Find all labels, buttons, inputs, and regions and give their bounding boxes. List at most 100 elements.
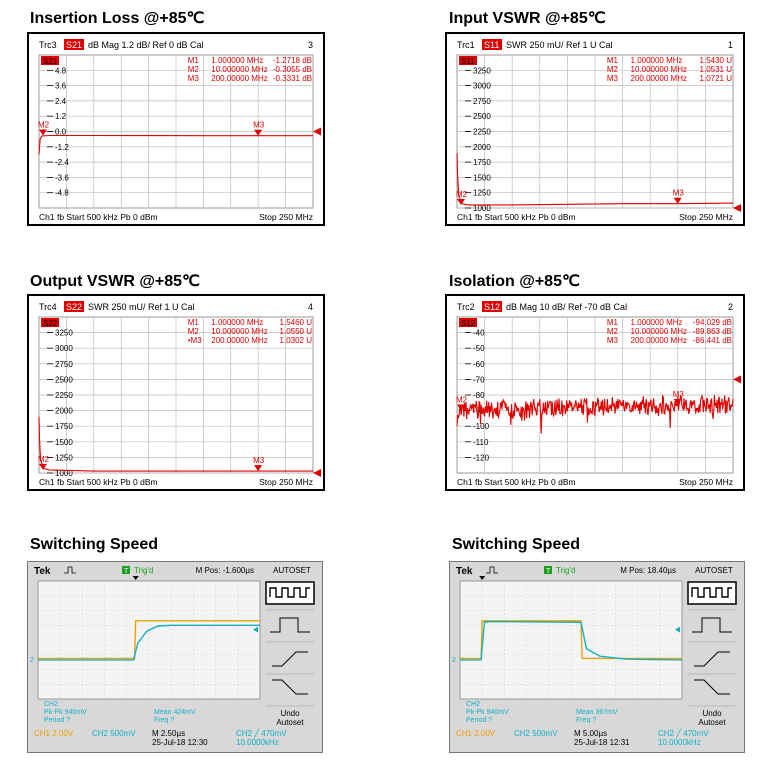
- trace-label: Trc2: [457, 302, 475, 312]
- marker-triangle: [673, 398, 682, 405]
- ref-level-arrow: [313, 127, 321, 136]
- trace-number: 4: [308, 302, 313, 312]
- rising-edge-icon: [694, 651, 730, 667]
- trigger-setting: CH2 ╱ 470mV: [236, 728, 287, 738]
- marker-table-freq: 10.000000 MHz: [211, 327, 267, 336]
- ch2-ground-marker: 2: [452, 657, 456, 664]
- trace-line: [456, 394, 734, 434]
- marker-table-name: M3: [607, 336, 619, 345]
- y-tick-label: 3250: [55, 329, 73, 338]
- ch1-trace: [460, 620, 682, 660]
- vna-panel-input-vswr: Trc1 S11 SWR 250 mU/ Ref 1 U Cal 1 3250 3000 2…: [445, 32, 745, 226]
- measurement-ch2: Pk-Pk 940mV: [466, 709, 509, 716]
- trace-number: 1: [728, 40, 733, 50]
- marker-triangle: [457, 198, 465, 205]
- trigger-frequency: 10.0000kHz: [236, 738, 279, 747]
- vna-chart-isolation: Trc2 S12 dB Mag 10 dB/ Ref -70 dB Cal 2 -40 -…: [456, 301, 741, 487]
- marker-table-value: -86.441 dB: [693, 336, 732, 345]
- trigger-setting: CH2 ╱ 470mV: [658, 728, 709, 738]
- vna-panel-insertion-loss: Trc3 S21 dB Mag 1.2 dB/ Ref 0 dB Cal 3 4.8 3.…: [27, 32, 325, 226]
- marker-table-name: M1: [607, 56, 619, 65]
- y-tick-label: 1500: [473, 173, 491, 182]
- y-tick-label: 2000: [473, 143, 491, 152]
- marker-table-name: M3: [607, 74, 619, 83]
- trig-badge-bg: [122, 566, 130, 574]
- vna-panel-isolation: Trc2 S12 dB Mag 10 dB/ Ref -70 dB Cal 2 -40 -…: [445, 294, 745, 491]
- undo-label: Undo: [702, 709, 722, 718]
- marker-label: M3: [253, 121, 265, 130]
- y-tick-label: 2.4: [55, 97, 67, 106]
- marker-table-freq: 1.000000 MHz: [631, 56, 683, 65]
- marker-triangle: [254, 465, 263, 472]
- trigger-level-arrow: [253, 626, 258, 633]
- trig-badge-bg: [544, 566, 552, 574]
- ch2-scale: CH2 500mV: [514, 729, 558, 738]
- y-tick-label: -2.4: [55, 158, 69, 167]
- trig-badge: T: [124, 568, 129, 575]
- y-tick-label: -120: [473, 453, 490, 462]
- param-badge-bg: [482, 39, 502, 50]
- y-tick-label: -80: [473, 391, 485, 400]
- y-tick-label: 2750: [473, 97, 491, 106]
- panel-title-input-vswr: Input VSWR @+85℃: [449, 10, 606, 27]
- param-badge: S11: [484, 40, 499, 50]
- marker-table-name: M1: [607, 318, 619, 327]
- marker-table-value: -1.2718 dB: [273, 56, 312, 65]
- trigger-position-icon: [479, 576, 486, 580]
- scope-panel-2: Tek T Trig'd M Pos: 18.40µs AUTOSET 2 CH2 Pk-Pk…: [449, 561, 745, 753]
- sweep-footer-left: Ch1 fb Start 500 kHz Pb 0 dBm: [457, 212, 576, 222]
- sweep-footer-right: Stop 250 MHz: [679, 212, 733, 222]
- measurement-mean: Freq ?: [576, 717, 596, 724]
- param-tag: S12: [461, 319, 476, 328]
- single-pulse-icon: [692, 617, 732, 633]
- panel-title-switching-speed-2: Switching Speed: [452, 536, 581, 553]
- marker-label: M3: [673, 390, 685, 399]
- y-tick-label: 2500: [473, 112, 491, 121]
- trace-label: Trc4: [39, 302, 57, 312]
- autoset-square-wave-button: [265, 581, 315, 605]
- marker-table-name: M2: [188, 327, 200, 336]
- timebase: M 5.00µs: [574, 729, 607, 738]
- marker-table-freq: 1.000000 MHz: [631, 318, 683, 327]
- measurement-ch2: Pk-Pk 940mV: [44, 709, 87, 716]
- marker-triangle: [673, 197, 682, 204]
- m-pos: M Pos: -1.600µs: [196, 566, 254, 575]
- y-tick-label: 1750: [55, 422, 73, 431]
- square-wave-icon: [269, 587, 310, 598]
- y-tick-label: -70: [473, 375, 485, 384]
- measurement-ch2: CH2: [44, 701, 58, 708]
- panel-title-isolation: Isolation @+85℃: [449, 273, 580, 290]
- timebase: M 2.50µs: [152, 729, 185, 738]
- param-tag-bg: [459, 318, 477, 327]
- marker-table-freq: 1.000000 MHz: [211, 318, 263, 327]
- param-tag-bg: [41, 56, 59, 65]
- marker-label: M2: [456, 395, 468, 404]
- y-tick-label: -50: [473, 344, 485, 353]
- y-tick-label: 1250: [55, 453, 73, 462]
- marker-table-freq: 200.00000 MHz: [631, 336, 687, 345]
- trace-line: [38, 134, 313, 155]
- vna-chart-insertion-loss: Trc3 S21 dB Mag 1.2 dB/ Ref 0 dB Cal 3 4.8 3.…: [38, 39, 321, 222]
- param-badge-bg: [64, 39, 84, 50]
- marker-table-name: M1: [188, 56, 200, 65]
- y-tick-label: 1000: [473, 204, 491, 213]
- measurement-ch2: CH2: [466, 701, 480, 708]
- marker-table-value: -89.863 dB: [693, 327, 732, 336]
- ref-level-arrow: [733, 375, 741, 384]
- marker-table-value: 1.0550 U: [280, 327, 313, 336]
- y-tick-label: -100: [473, 422, 490, 431]
- marker-table-value: -0.3055 dB: [273, 65, 312, 74]
- y-tick-label: 1.2: [55, 112, 67, 121]
- sweep-footer-left: Ch1 fb Start 500 kHz Pb 0 dBm: [457, 477, 576, 487]
- trace-settings: dB Mag 1.2 dB/ Ref 0 dB Cal: [88, 40, 204, 50]
- marker-label: M2: [38, 120, 50, 129]
- y-tick-label: -110: [473, 438, 489, 447]
- param-badge: S12: [484, 302, 500, 312]
- autoset-undo-label: Autoset: [698, 718, 726, 727]
- trace-label: Trc3: [39, 40, 57, 50]
- marker-label: M2: [38, 455, 50, 464]
- marker-table-value: -94.029 dB: [693, 318, 732, 327]
- sweep-footer-right: Stop 250 MHz: [259, 477, 313, 487]
- vna-panel-output-vswr: Trc4 S22 SWR 250 mU/ Ref 1 U Cal 4 3250 3000 2…: [27, 294, 325, 491]
- marker-table-freq: 1.000000 MHz: [211, 56, 263, 65]
